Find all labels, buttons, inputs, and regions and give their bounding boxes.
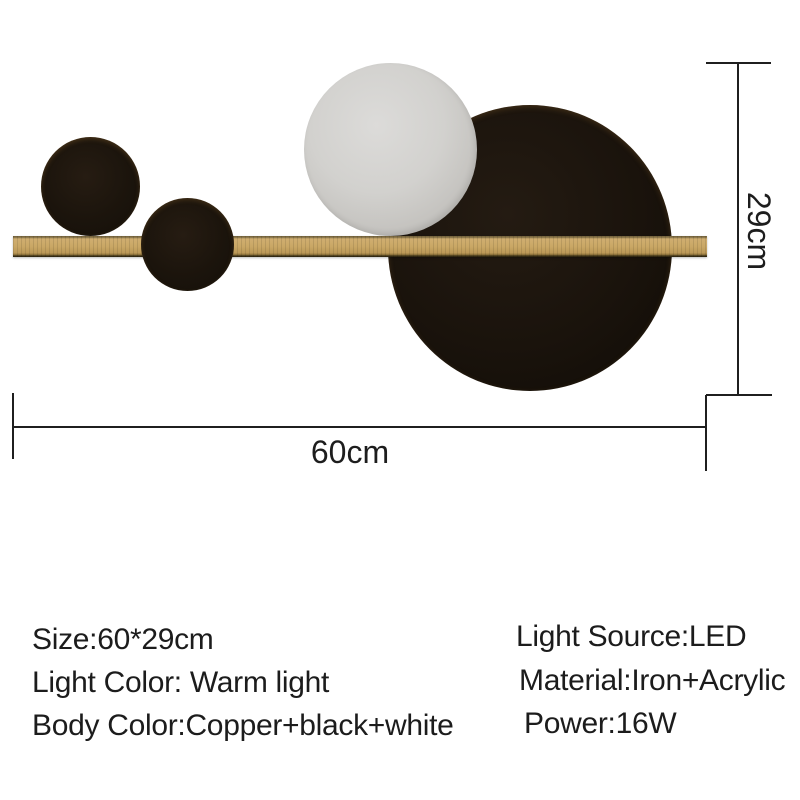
height-dimension-tick-top	[706, 62, 771, 64]
height-dimension-tick-bottom	[706, 394, 772, 396]
spec-light-source: Light Source:LED	[516, 620, 747, 653]
spec-power: Power:16W	[524, 707, 677, 740]
lamp-small-black-disc	[41, 137, 140, 236]
lamp-medium-black-disc	[141, 198, 234, 291]
width-dimension-line	[13, 426, 707, 428]
spec-material: Material:Iron+Acrylic	[519, 664, 786, 697]
spec-light-color: Light Color: Warm light	[32, 666, 330, 699]
spec-body-color: Body Color:Copper+black+white	[32, 709, 454, 742]
height-dimension-label: 29cm	[741, 191, 777, 271]
width-dimension-label: 60cm	[310, 434, 390, 470]
lamp-copper-bar	[13, 236, 707, 257]
lamp-white-globe	[304, 63, 477, 236]
width-dimension-tick-right	[705, 395, 707, 471]
width-dimension-tick-left	[12, 393, 14, 459]
height-dimension-line	[737, 62, 739, 396]
spec-size: Size:60*29cm	[32, 623, 214, 656]
